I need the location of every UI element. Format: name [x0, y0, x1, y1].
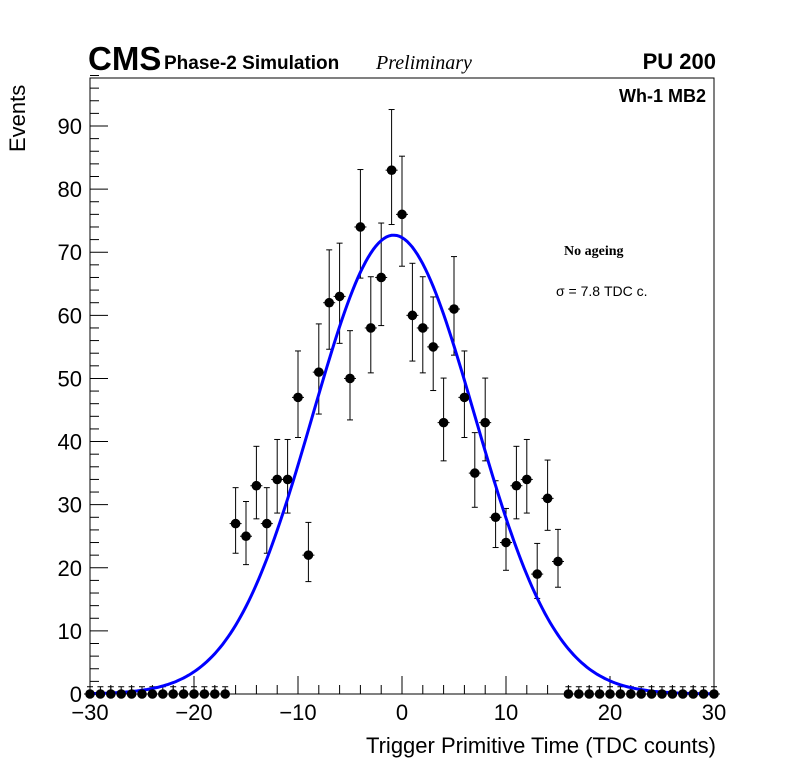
data-point — [553, 556, 563, 567]
data-point — [615, 689, 626, 699]
cms-label: CMS — [88, 40, 161, 77]
data-point — [605, 689, 615, 699]
data-point — [511, 480, 522, 491]
y-tick-label: 90 — [58, 114, 82, 139]
data-point — [106, 689, 116, 699]
data-point — [407, 310, 418, 321]
y-tick-label: 0 — [70, 682, 82, 707]
x-tick-label: −20 — [175, 700, 212, 725]
data-point — [501, 537, 511, 548]
data-point — [470, 468, 480, 478]
data-point — [667, 689, 678, 699]
y-tick-label: 30 — [58, 493, 82, 518]
data-point — [345, 373, 355, 384]
data-point — [251, 480, 262, 491]
data-point — [542, 493, 553, 504]
data-point — [522, 474, 532, 485]
data-point — [241, 531, 251, 542]
data-point — [563, 689, 574, 699]
data-point — [314, 367, 324, 377]
y-tick-label: 70 — [58, 240, 82, 265]
data-point — [85, 689, 95, 699]
y-tick-label: 10 — [58, 619, 82, 644]
data-point — [324, 297, 335, 308]
subtitle-label: Phase-2 Simulation — [164, 53, 339, 74]
data-point — [397, 209, 407, 220]
data-point — [626, 689, 636, 699]
preliminary-label: Preliminary — [375, 52, 472, 74]
data-point — [199, 689, 210, 699]
data-point — [386, 165, 397, 175]
y-tick-label: 40 — [58, 430, 82, 455]
pileup-label: PU 200 — [643, 49, 716, 74]
data-point — [366, 323, 376, 333]
x-tick-label: 30 — [702, 700, 726, 725]
data-point — [418, 323, 428, 333]
data-point — [282, 474, 293, 485]
x-axis-label: Trigger Primitive Time (TDC counts) — [366, 733, 716, 758]
data-point — [137, 689, 147, 699]
y-tick-label: 20 — [58, 556, 82, 581]
data-point — [709, 689, 719, 699]
data-point — [230, 518, 241, 529]
data-point — [459, 392, 470, 403]
data-point — [158, 689, 168, 699]
data-point — [688, 689, 698, 699]
x-tick-label: 0 — [396, 700, 408, 725]
x-tick-label: 10 — [494, 700, 518, 725]
data-point — [220, 689, 230, 699]
data-points — [85, 165, 719, 699]
data-point — [189, 689, 199, 699]
data-point — [334, 291, 345, 302]
data-point — [594, 689, 605, 699]
data-point — [678, 689, 688, 699]
data-point — [116, 689, 126, 699]
data-point — [376, 272, 387, 283]
data-point — [449, 304, 459, 314]
data-point — [355, 222, 366, 232]
data-point — [178, 689, 189, 699]
data-point — [147, 689, 158, 699]
data-point — [262, 518, 272, 529]
x-tick-label: 20 — [598, 700, 622, 725]
data-point — [95, 689, 106, 699]
data-point — [303, 550, 314, 560]
data-point — [636, 689, 646, 699]
data-point — [490, 512, 501, 523]
data-point — [646, 689, 657, 699]
y-axis-label: Events — [5, 85, 30, 152]
x-axis: −30 −20 −10 0 10 20 30 — [71, 676, 726, 725]
data-point — [438, 417, 449, 428]
data-point — [168, 689, 178, 699]
data-point — [480, 417, 491, 428]
error-bars — [84, 109, 720, 695]
gaussian-fit-line — [89, 233, 714, 696]
data-point — [293, 392, 303, 403]
data-point — [126, 689, 137, 699]
data-point — [272, 474, 283, 485]
y-tick-label: 60 — [58, 303, 82, 328]
data-point — [574, 689, 584, 699]
sigma-annotation: σ = 7.8 TDC c. — [556, 283, 648, 299]
y-tick-label: 50 — [58, 366, 82, 391]
data-point — [698, 689, 709, 699]
y-tick-label: 80 — [58, 177, 82, 202]
ageing-annotation: No ageing — [564, 244, 624, 259]
data-point — [428, 342, 439, 352]
x-tick-label: −30 — [71, 700, 108, 725]
x-tick-label: −10 — [279, 700, 316, 725]
region-label: Wh-1 MB2 — [619, 86, 706, 106]
data-point — [584, 689, 594, 699]
data-point — [532, 569, 542, 579]
data-point — [210, 689, 220, 699]
y-axis: 0 10 20 30 40 50 60 70 80 90 — [58, 75, 108, 707]
data-point — [657, 689, 667, 699]
